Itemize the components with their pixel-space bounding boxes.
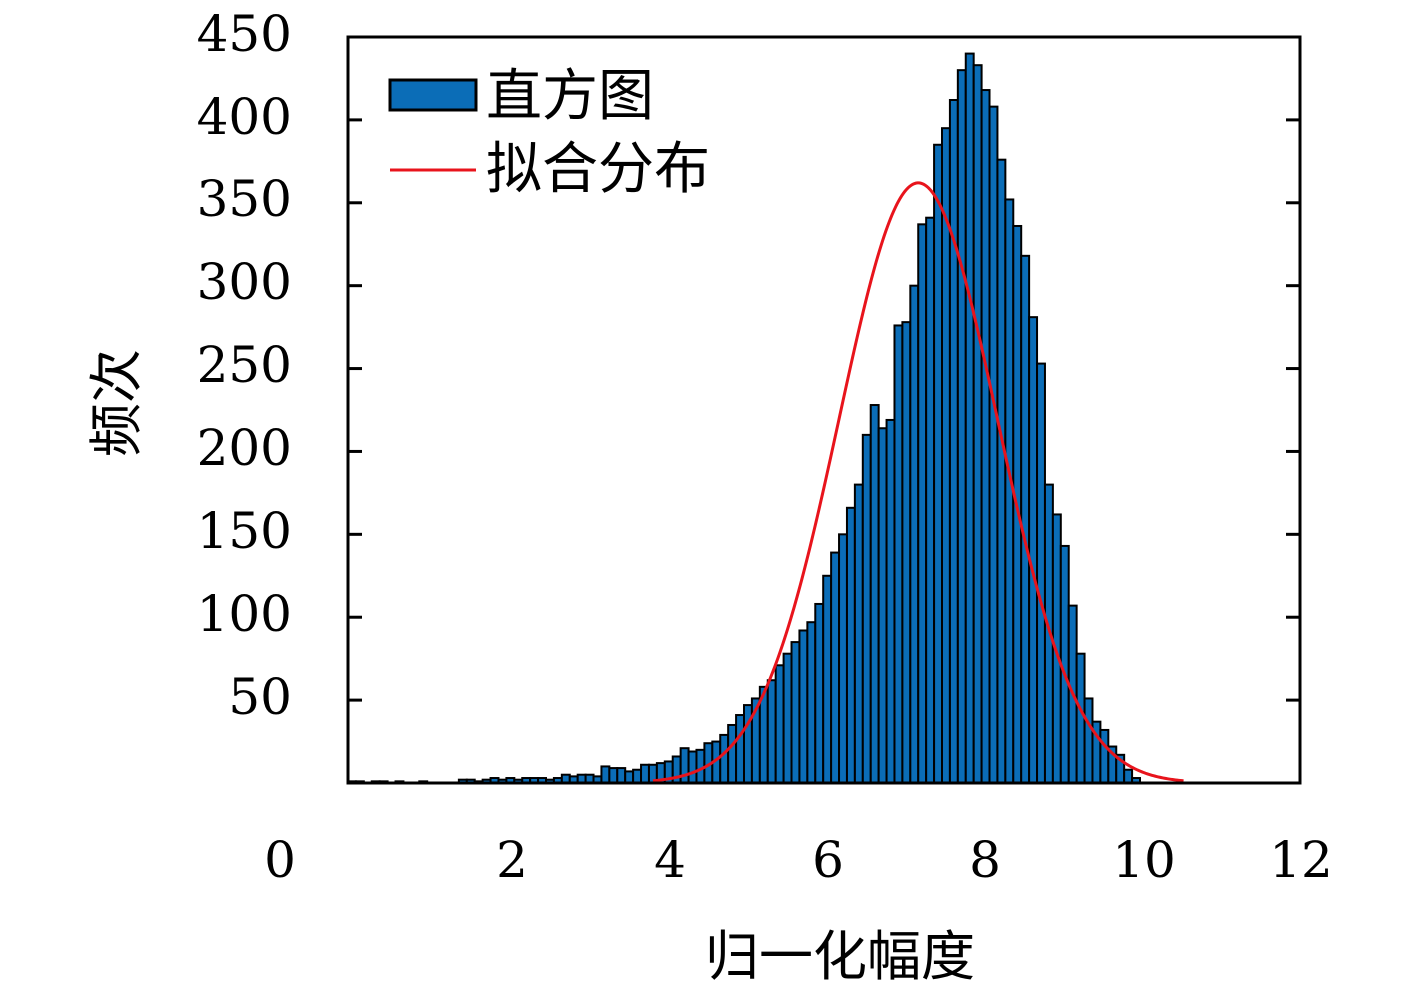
histogram-bar (869, 404, 880, 784)
histogram-bar (925, 216, 936, 784)
histogram-bar (838, 533, 848, 785)
y-tick-label: 450 (197, 5, 292, 63)
axis-ticks (348, 35, 1300, 702)
histogram-bar (735, 714, 746, 785)
histogram-bar (782, 652, 793, 784)
histogram-bars (347, 52, 1141, 785)
histogram-bar (1083, 697, 1094, 785)
histogram-bar (1020, 254, 1031, 784)
y-tick-label: 400 (197, 88, 292, 146)
y-tick-label: 250 (197, 336, 292, 394)
histogram-bar (814, 602, 825, 785)
x-axis-title: 归一化幅度 (705, 925, 975, 988)
histogram-bar (972, 64, 983, 785)
histogram-bar (719, 733, 730, 784)
x-tick-labels: 0 2 4 6 8 10 12 (264, 831, 1333, 889)
fit-curve (652, 181, 1184, 783)
y-tick-label: 50 (228, 668, 292, 726)
y-tick-label: 300 (197, 253, 292, 311)
histogram-bar (948, 99, 959, 784)
histogram-bar (727, 723, 738, 784)
x-tick-label: 10 (1112, 831, 1176, 889)
x-tick-label: 12 (1269, 831, 1333, 889)
legend: 直方图 拟合分布 (388, 64, 710, 202)
histogram-bar (822, 574, 833, 785)
x-tick-label: 6 (812, 831, 844, 889)
legend-swatch-histogram (388, 78, 478, 112)
y-tick-label: 100 (197, 585, 292, 643)
histogram-bar (996, 158, 1007, 784)
x-tick-label: 2 (496, 831, 528, 889)
x-tick-label: 8 (969, 831, 1001, 889)
y-tick-label: 150 (197, 502, 292, 560)
histogram-bar (877, 427, 888, 784)
histogram-bar (885, 418, 896, 784)
histogram-bar (1036, 362, 1046, 784)
histogram-bar (956, 69, 967, 785)
plot-frame (346, 35, 1302, 785)
histogram-bar (980, 89, 991, 785)
histogram-bar (901, 321, 912, 784)
y-tick-labels: 50 100 150 200 250 300 350 400 450 (197, 5, 292, 726)
x-tick-label: 4 (654, 831, 686, 889)
histogram-bar (861, 433, 872, 784)
histogram-bar (988, 105, 999, 784)
histogram-bar (679, 747, 690, 785)
histogram-bar (933, 143, 944, 784)
histogram-bar (1075, 652, 1086, 784)
histogram-bar (687, 750, 698, 784)
histogram-bar (798, 629, 809, 784)
x-tick-label: 0 (264, 831, 296, 889)
histogram-bar (845, 506, 856, 784)
histogram-bar (632, 768, 643, 784)
histogram-bar (806, 621, 817, 785)
histogram-bar (853, 483, 864, 784)
histogram-bar (830, 551, 841, 784)
y-tick-label: 200 (197, 419, 292, 477)
y-axis-title: 频次 (85, 349, 148, 457)
histogram-bar (917, 223, 928, 784)
histogram-bar (774, 664, 785, 784)
histogram-bar (909, 284, 920, 784)
histogram-bar (790, 641, 801, 785)
legend-label-histogram: 直方图 (486, 64, 654, 129)
histogram-bar (964, 52, 975, 784)
histogram-bar (1028, 316, 1039, 784)
histogram-bar (616, 767, 627, 785)
histogram-bar (600, 765, 611, 784)
histogram-bar (1099, 728, 1110, 785)
legend-label-fit: 拟合分布 (486, 137, 710, 202)
histogram-bar (608, 767, 619, 785)
histogram-bar (624, 770, 635, 785)
histogram-bar (893, 324, 904, 784)
histogram-bar (766, 679, 777, 784)
histogram-bar (640, 763, 650, 785)
y-tick-label: 350 (197, 170, 292, 228)
histogram-bar (1123, 768, 1134, 784)
